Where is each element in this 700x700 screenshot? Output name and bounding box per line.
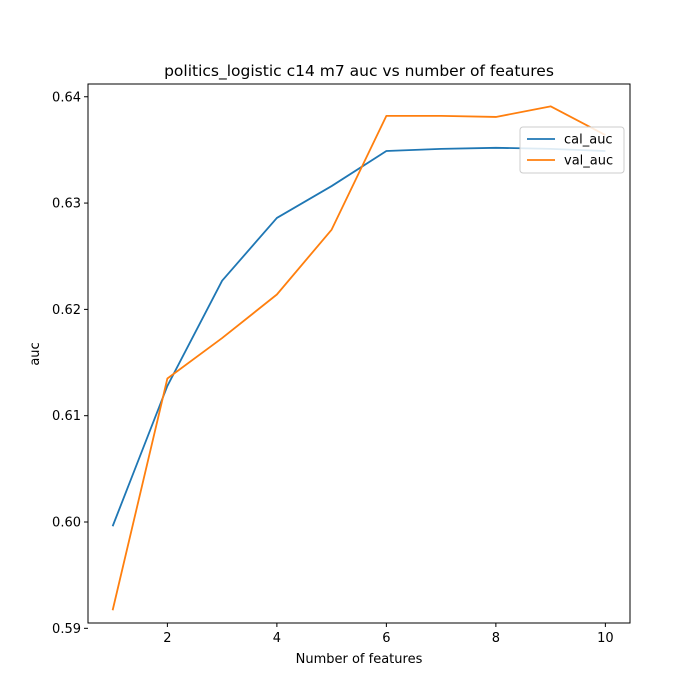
x-axis: 2 4 6 8 10 (163, 623, 614, 646)
y-tick-label: 0.64 (52, 90, 81, 105)
x-tick-label: 2 (163, 631, 171, 646)
legend-label-val_auc: val_auc (564, 154, 613, 169)
x-tick-label: 10 (597, 631, 614, 646)
y-axis-label: auc (28, 342, 43, 365)
x-tick-label: 8 (492, 631, 500, 646)
y-tick-label: 0.61 (52, 409, 81, 424)
plot-area (111, 105, 606, 611)
y-tick-label: 0.62 (52, 303, 81, 318)
x-axis-label: Number of features (296, 652, 423, 667)
series-line-val_auc (111, 105, 606, 611)
legend-label-cal_auc: cal_auc (564, 133, 613, 148)
y-axis: 0.59 0.60 0.61 0.62 0.63 0.64 (52, 90, 88, 637)
legend: cal_auc val_auc (519, 126, 625, 174)
x-tick-label: 6 (382, 631, 390, 646)
y-tick-label: 0.60 (52, 516, 81, 531)
y-tick-label: 0.63 (52, 197, 81, 212)
x-tick-label: 4 (273, 631, 281, 646)
chart-title: politics_logistic c14 m7 auc vs number o… (164, 62, 554, 81)
y-tick-label: 0.59 (52, 622, 81, 637)
series-line-cal_auc (111, 146, 606, 527)
plot-frame (87, 83, 631, 624)
